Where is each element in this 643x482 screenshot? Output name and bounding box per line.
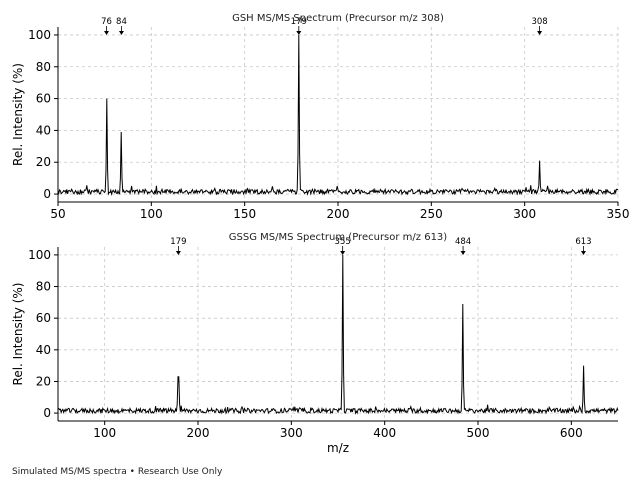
chart1-peak-179-arrow bbox=[296, 31, 302, 35]
chart2-y-tick-label: 40 bbox=[36, 343, 51, 357]
chart2-peak-484-arrow bbox=[460, 251, 466, 255]
chart1-peak-label: 84 bbox=[116, 17, 127, 27]
chart2-y-tick-label: 60 bbox=[36, 311, 51, 325]
chart1-y-tick-label: 20 bbox=[36, 155, 51, 169]
chart2-y-tick-label: 20 bbox=[36, 374, 51, 388]
chart2-x-tick-label: 600 bbox=[560, 426, 583, 440]
chart1-x-tick-label: 50 bbox=[50, 207, 65, 221]
chart1-y-tick-label: 100 bbox=[28, 28, 51, 42]
chart2-x-tick-label: 100 bbox=[93, 426, 116, 440]
chart2-peak-613-arrow bbox=[580, 251, 586, 255]
chart2-spectrum-line bbox=[57, 254, 619, 415]
chart1-x-tick-label: 100 bbox=[140, 207, 163, 221]
chart2-y-tick-label: 0 bbox=[43, 406, 51, 420]
chart2-peak-label: 484 bbox=[455, 237, 471, 247]
chart1-x-tick-label: 350 bbox=[607, 207, 630, 221]
chart2-y-axis-label: Rel. Intensity (%) bbox=[11, 283, 25, 386]
chart1-title: GSH MS/MS Spectrum (Precursor m/z 308) bbox=[232, 13, 444, 24]
chart1-y-tick-label: 0 bbox=[43, 187, 51, 201]
chart2-peak-label: 613 bbox=[575, 237, 591, 247]
chart1-peak-label: 308 bbox=[531, 17, 547, 27]
chart2-x-tick-label: 200 bbox=[187, 426, 210, 440]
chart2-peak-label: 179 bbox=[170, 237, 186, 247]
chart2-x-axis-label: m/z bbox=[327, 441, 349, 455]
chart2-y-tick-label: 80 bbox=[36, 280, 51, 294]
chart1-peak-label: 179 bbox=[291, 17, 307, 27]
chart1-peak-76-arrow bbox=[104, 31, 110, 35]
chart1-peak-84-arrow bbox=[118, 31, 124, 35]
chart1-spectrum-line bbox=[57, 34, 619, 196]
chart2-x-tick-label: 400 bbox=[373, 426, 396, 440]
chart2-peak-label: 355 bbox=[335, 237, 351, 247]
chart1-x-tick-label: 200 bbox=[327, 207, 350, 221]
chart1-y-tick-label: 60 bbox=[36, 92, 51, 106]
chart2-x-tick-label: 300 bbox=[280, 426, 303, 440]
chart2-peak-179-arrow bbox=[175, 251, 181, 255]
chart2-x-tick-label: 500 bbox=[467, 426, 490, 440]
chart2-title: GSSG MS/MS Spectrum (Precursor m/z 613) bbox=[229, 232, 447, 243]
chart1-y-tick-label: 80 bbox=[36, 60, 51, 74]
chart1-y-tick-label: 40 bbox=[36, 123, 51, 137]
chart1-y-axis-label: Rel. Intensity (%) bbox=[11, 63, 25, 166]
chart2-peak-355-arrow bbox=[340, 251, 346, 255]
chart2-y-tick-label: 100 bbox=[28, 248, 51, 262]
chart1-x-tick-label: 150 bbox=[233, 207, 256, 221]
chart1-peak-308-arrow bbox=[537, 31, 543, 35]
chart1-x-tick-label: 250 bbox=[420, 207, 443, 221]
footer-note: Simulated MS/MS spectra • Research Use O… bbox=[12, 467, 223, 477]
chart1-x-tick-label: 300 bbox=[513, 207, 536, 221]
chart1-peak-label: 76 bbox=[101, 17, 112, 27]
